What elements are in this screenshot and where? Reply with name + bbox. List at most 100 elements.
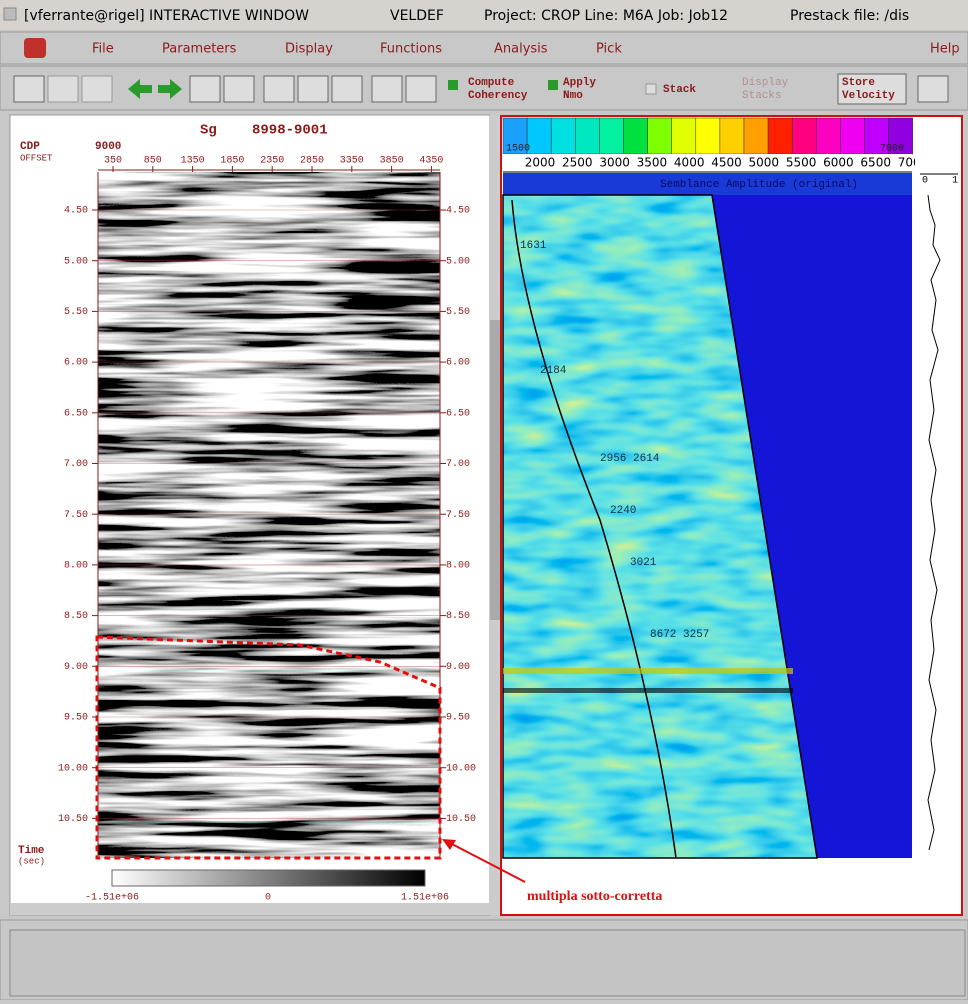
compute-label[interactable]: Coherency bbox=[468, 90, 528, 102]
time-tick-label: 9.50 bbox=[64, 713, 88, 724]
time-tick-label: 7.50 bbox=[446, 510, 470, 521]
menu-item[interactable]: Pick bbox=[596, 42, 622, 57]
display-stacks-label[interactable]: Stacks bbox=[742, 90, 782, 102]
trace-panel bbox=[915, 118, 960, 913]
time-tick-label: 4.50 bbox=[64, 206, 88, 217]
window: [vferrante@rigel] INTERACTIVE WINDOW VEL… bbox=[0, 0, 968, 1000]
apply-label[interactable]: Nmo bbox=[563, 90, 583, 102]
time-tick-label: 5.50 bbox=[446, 307, 470, 318]
offset-tick-label: 2850 bbox=[300, 156, 324, 167]
color-swatch bbox=[768, 118, 792, 154]
project-info: Project: CROP Line: M6A Job: Job12 bbox=[484, 8, 728, 24]
multiple-event bbox=[503, 668, 793, 674]
window-menu-button[interactable] bbox=[4, 8, 16, 20]
apply-label[interactable]: Apply bbox=[563, 77, 596, 89]
color-swatch bbox=[648, 118, 672, 154]
tool-button[interactable] bbox=[406, 76, 436, 102]
compute-label[interactable]: Compute bbox=[468, 77, 515, 89]
time-tick-label: 7.50 bbox=[64, 510, 88, 521]
time-tick-label: 4.50 bbox=[446, 206, 470, 217]
time-tick-label: 8.50 bbox=[64, 611, 88, 622]
store-label[interactable]: Store bbox=[842, 77, 875, 89]
pick-label: 1631 bbox=[520, 240, 547, 252]
offset-tick-label: 2350 bbox=[260, 156, 284, 167]
h-scrollbar[interactable] bbox=[10, 903, 490, 915]
tool-button[interactable] bbox=[224, 76, 254, 102]
multiple-event bbox=[503, 688, 793, 693]
color-swatch bbox=[624, 118, 648, 154]
color-swatch bbox=[599, 118, 623, 154]
color-swatch bbox=[792, 118, 816, 154]
menu-item[interactable]: Analysis bbox=[494, 42, 548, 57]
amplitude-colorbar bbox=[112, 870, 425, 886]
tool-button[interactable] bbox=[372, 76, 402, 102]
offset-tick-label: 1350 bbox=[181, 156, 205, 167]
scale-min: -1.51e+06 bbox=[85, 893, 139, 904]
display-stacks-label[interactable]: Display bbox=[742, 77, 789, 89]
menu-item[interactable]: Help bbox=[930, 42, 960, 57]
page: [vferrante@rigel] INTERACTIVE WINDOW VEL… bbox=[0, 0, 968, 1004]
menu-item[interactable]: Functions bbox=[380, 42, 442, 57]
offset-tick-label: 1850 bbox=[220, 156, 244, 167]
checkbox[interactable] bbox=[548, 80, 558, 90]
pick-label: 3021 bbox=[630, 557, 657, 569]
menu-bar bbox=[0, 32, 968, 64]
velocity-tick-label: 4500 bbox=[711, 156, 742, 170]
velocity-tick-label: 3000 bbox=[599, 156, 630, 170]
color-swatch bbox=[672, 118, 696, 154]
gather-name: Sg bbox=[200, 123, 217, 139]
velocity-tick-label: 2000 bbox=[525, 156, 556, 170]
time-label: Time bbox=[18, 845, 45, 857]
time-tick-label: 5.00 bbox=[446, 256, 470, 267]
pick-label: 2240 bbox=[610, 505, 636, 517]
menu-item[interactable]: Parameters bbox=[162, 42, 237, 57]
tool-button[interactable] bbox=[14, 76, 44, 102]
gather-range: 8998-9001 bbox=[252, 123, 328, 139]
semblance-caption: Semblance Amplitude (original) bbox=[660, 179, 858, 191]
menu-item[interactable]: File bbox=[92, 42, 114, 57]
color-swatch bbox=[720, 118, 744, 154]
tool-button[interactable] bbox=[82, 76, 112, 102]
color-swatch bbox=[840, 118, 864, 154]
tool-button[interactable] bbox=[48, 76, 78, 102]
time-tick-label: 6.00 bbox=[64, 358, 88, 369]
trace-max: 1 bbox=[952, 176, 958, 187]
stack-label[interactable]: Stack bbox=[663, 84, 696, 96]
tool-button[interactable] bbox=[918, 76, 948, 102]
file-info: Prestack file: /dis bbox=[790, 8, 909, 24]
color-swatch bbox=[816, 118, 840, 154]
scrollbar-thumb[interactable] bbox=[490, 320, 500, 620]
velocity-tick-label: 6000 bbox=[823, 156, 854, 170]
new-button[interactable] bbox=[264, 76, 294, 102]
time-tick-label: 10.00 bbox=[446, 763, 476, 774]
scale-max: 1.51e+06 bbox=[401, 893, 449, 904]
color-swatch bbox=[744, 118, 768, 154]
velocity-tick-label: 4000 bbox=[674, 156, 705, 170]
color-swatch bbox=[696, 118, 720, 154]
velocity-tick-label: 3500 bbox=[637, 156, 668, 170]
pick-label: 2184 bbox=[540, 365, 567, 377]
time-tick-label: 10.00 bbox=[58, 763, 88, 774]
time-tick-label: 10.50 bbox=[446, 814, 476, 825]
velocity-tick-label: 5500 bbox=[786, 156, 817, 170]
print-button[interactable] bbox=[190, 76, 220, 102]
message-box bbox=[10, 930, 965, 996]
time-tick-label: 6.00 bbox=[446, 358, 470, 369]
open-button[interactable] bbox=[298, 76, 328, 102]
color-swatch bbox=[527, 118, 551, 154]
checkbox[interactable] bbox=[448, 80, 458, 90]
cdp-label: CDP bbox=[20, 141, 40, 153]
checkbox[interactable] bbox=[646, 84, 656, 94]
offset-tick-label: 850 bbox=[144, 156, 162, 167]
time-tick-label: 9.00 bbox=[446, 662, 470, 673]
menu-item[interactable]: Display bbox=[285, 42, 333, 57]
save-button[interactable] bbox=[332, 76, 362, 102]
time-tick-label: 6.50 bbox=[446, 408, 470, 419]
velocity-tick-label: 5000 bbox=[749, 156, 780, 170]
app-name: VELDEF bbox=[390, 8, 444, 24]
trace-min: 0 bbox=[922, 176, 928, 187]
annotation: multipla sotto-corretta bbox=[527, 889, 662, 904]
time-tick-label: 10.50 bbox=[58, 814, 88, 825]
vmax-label: 7000 bbox=[880, 144, 904, 155]
store-label[interactable]: Velocity bbox=[842, 90, 895, 102]
